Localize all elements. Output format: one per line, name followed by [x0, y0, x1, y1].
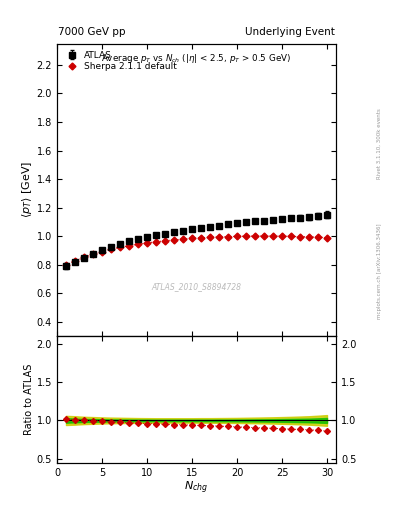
Text: mcplots.cern.ch [arXiv:1306.3436]: mcplots.cern.ch [arXiv:1306.3436] [377, 224, 382, 319]
Text: Average $p_T$ vs $N_{ch}$ ($|\eta|$ < 2.5, $p_T$ > 0.5 GeV): Average $p_T$ vs $N_{ch}$ ($|\eta|$ < 2.… [101, 52, 292, 66]
Text: Rivet 3.1.10, 300k events: Rivet 3.1.10, 300k events [377, 108, 382, 179]
Y-axis label: Ratio to ATLAS: Ratio to ATLAS [24, 364, 34, 435]
Text: 7000 GeV pp: 7000 GeV pp [58, 27, 126, 37]
Text: ATLAS_2010_S8894728: ATLAS_2010_S8894728 [151, 282, 242, 291]
Legend: ATLAS, Sherpa 2.1.1 default: ATLAS, Sherpa 2.1.1 default [61, 48, 180, 74]
X-axis label: $N_{chg}$: $N_{chg}$ [184, 480, 209, 496]
Y-axis label: $\langle p_T \rangle$ [GeV]: $\langle p_T \rangle$ [GeV] [20, 161, 34, 219]
Text: Underlying Event: Underlying Event [245, 27, 335, 37]
